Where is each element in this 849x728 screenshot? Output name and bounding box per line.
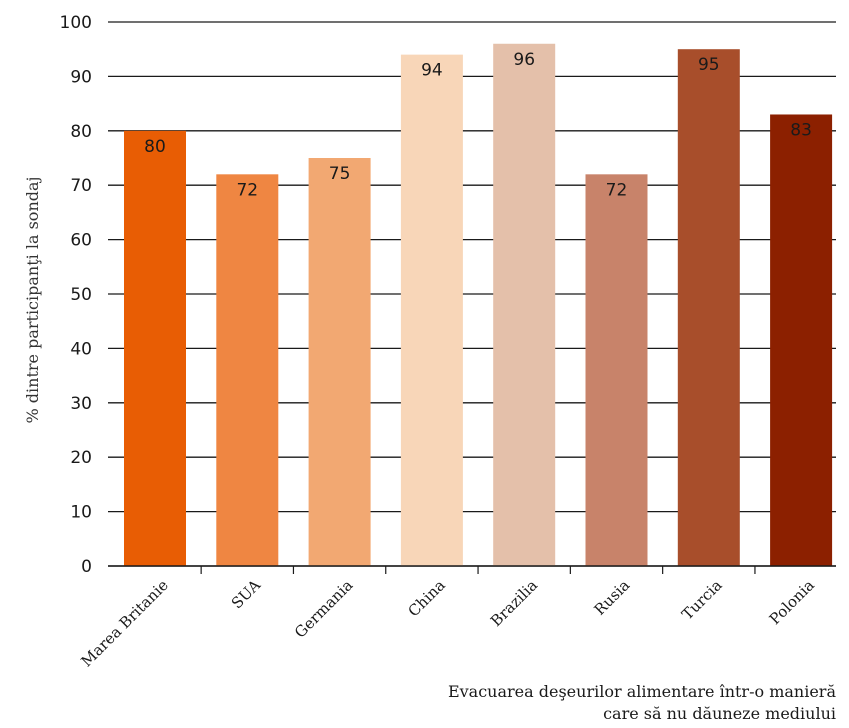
x-axis bbox=[108, 565, 836, 574]
bars bbox=[124, 43, 833, 567]
bar-polonia bbox=[770, 114, 833, 566]
category-label: China bbox=[405, 576, 449, 620]
category-label: SUA bbox=[228, 576, 264, 612]
y-tick-label: 100 bbox=[60, 13, 92, 33]
y-axis-title: % dintre participanţi la sondaj bbox=[23, 177, 42, 424]
value-label: 80 bbox=[144, 137, 166, 157]
category-label: Brazilia bbox=[487, 576, 541, 630]
category-label: Polonia bbox=[766, 576, 818, 628]
y-tick-label: 60 bbox=[70, 231, 92, 251]
y-tick-label: 90 bbox=[70, 67, 92, 87]
y-tick-label: 50 bbox=[70, 285, 92, 305]
y-tick-label: 80 bbox=[70, 122, 92, 142]
bar-turcia bbox=[677, 49, 740, 566]
bar-germania bbox=[308, 158, 371, 566]
y-tick-label: 40 bbox=[70, 339, 92, 359]
category-label: Rusia bbox=[591, 576, 634, 619]
value-label: 75 bbox=[329, 164, 351, 184]
value-label: 72 bbox=[236, 180, 258, 200]
value-labels: 80 72 75 94 96 72 95 83 bbox=[144, 50, 812, 201]
y-tick-labels: 0 10 20 30 40 50 60 70 80 90 100 bbox=[60, 13, 92, 577]
y-tick-label: 0 bbox=[81, 557, 92, 577]
category-label: Marea Britanie bbox=[78, 576, 172, 670]
y-tick-label: 30 bbox=[70, 394, 92, 414]
category-labels: Marea Britanie SUA Germania China Brazilia Ru… bbox=[78, 576, 818, 670]
y-tick-label: 20 bbox=[70, 448, 92, 468]
bar-sua bbox=[216, 174, 279, 566]
bar-brazilia bbox=[493, 43, 556, 566]
bar-rusia bbox=[585, 174, 648, 566]
y-tick-label: 70 bbox=[70, 176, 92, 196]
value-label: 96 bbox=[513, 50, 535, 70]
bar-china bbox=[400, 54, 463, 566]
value-label: 72 bbox=[606, 180, 628, 200]
x-axis-caption-line-1: Evacuarea deşeurilor alimentare într-o m… bbox=[448, 682, 837, 701]
category-label: Germania bbox=[291, 576, 357, 642]
x-axis-caption-line-2: care să nu dăuneze mediului bbox=[603, 704, 836, 723]
value-label: 83 bbox=[790, 120, 812, 140]
bar-marea-britanie bbox=[124, 130, 186, 567]
value-label: 95 bbox=[698, 55, 720, 75]
value-label: 94 bbox=[421, 61, 443, 81]
y-tick-label: 10 bbox=[70, 503, 92, 523]
category-label: Turcia bbox=[678, 576, 725, 623]
